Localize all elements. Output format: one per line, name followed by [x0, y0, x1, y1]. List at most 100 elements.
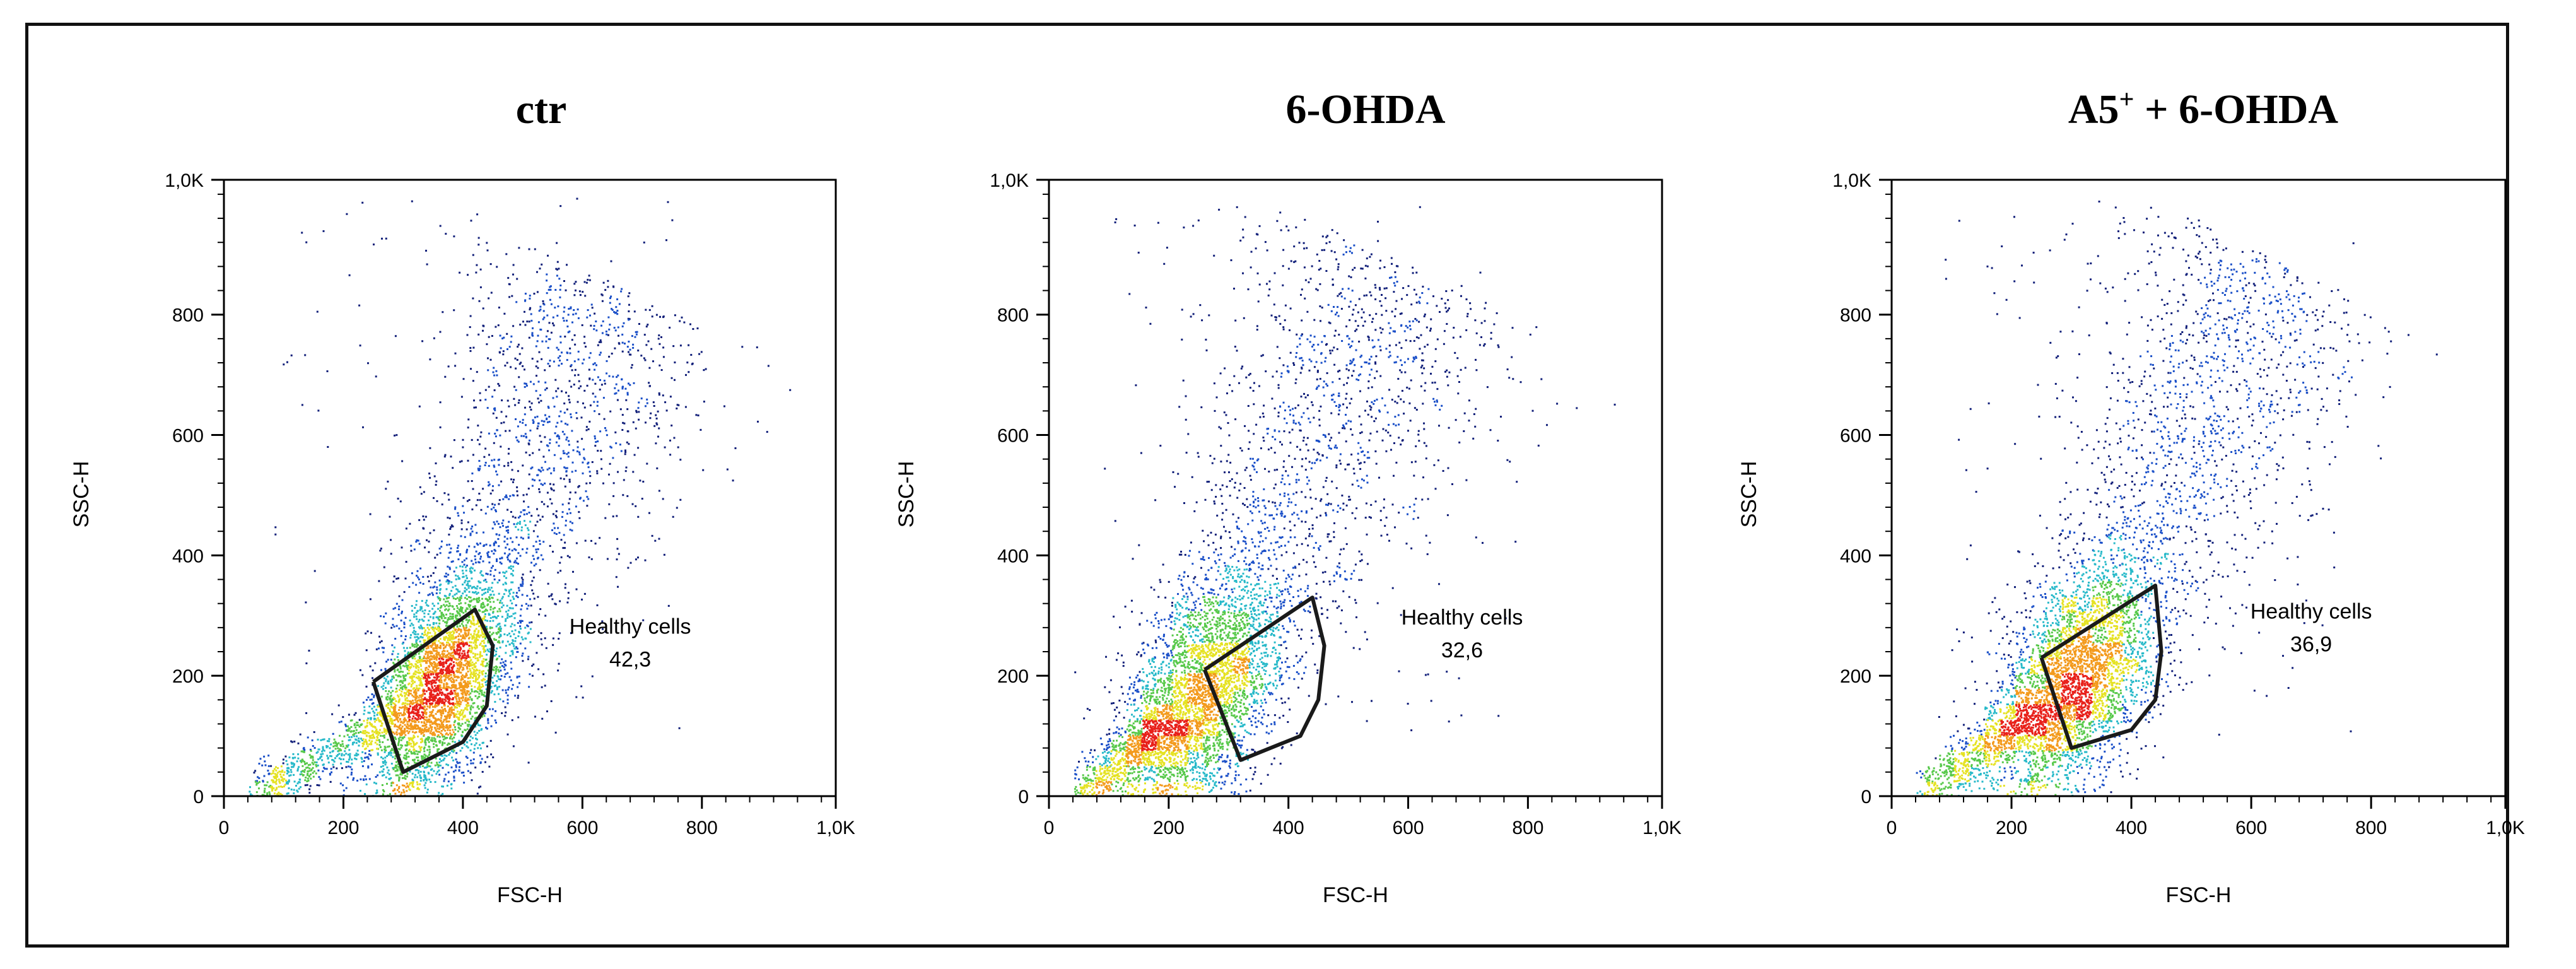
- event-point: [480, 604, 483, 606]
- event-point: [559, 296, 561, 298]
- event-point: [428, 778, 431, 781]
- event-point: [563, 310, 565, 313]
- event-point: [475, 637, 477, 639]
- event-point: [499, 629, 501, 631]
- event-point: [643, 357, 645, 360]
- event-point: [392, 766, 394, 769]
- event-point: [559, 410, 562, 413]
- event-point: [460, 724, 462, 727]
- event-point: [483, 611, 485, 613]
- event-point: [517, 686, 519, 688]
- event-point: [427, 736, 430, 739]
- event-point: [338, 753, 341, 755]
- event-point: [459, 590, 461, 593]
- event-point: [470, 641, 472, 643]
- event-point: [401, 681, 403, 683]
- event-point: [404, 654, 407, 657]
- event-point: [457, 658, 460, 661]
- event-point: [283, 773, 285, 776]
- event-point: [392, 723, 394, 725]
- event-point: [438, 628, 440, 630]
- event-point: [414, 761, 416, 764]
- event-point: [380, 686, 383, 688]
- event-point: [462, 691, 464, 694]
- event-point: [445, 580, 448, 583]
- event-point: [415, 676, 418, 679]
- event-point: [601, 620, 604, 623]
- event-point: [476, 635, 479, 637]
- event-point: [526, 320, 529, 323]
- event-point: [483, 640, 485, 642]
- event-point: [411, 675, 414, 678]
- event-point: [454, 720, 457, 722]
- event-point: [392, 690, 394, 692]
- event-point: [440, 584, 442, 586]
- event-point: [464, 566, 467, 568]
- event-point: [404, 655, 406, 658]
- event-point: [336, 743, 339, 745]
- event-point: [366, 731, 368, 734]
- event-point: [443, 617, 446, 620]
- event-point: [501, 602, 503, 604]
- event-point: [409, 625, 412, 627]
- event-point: [479, 654, 481, 656]
- event-point: [566, 437, 568, 438]
- event-point: [439, 401, 442, 404]
- event-point: [522, 419, 524, 421]
- event-point: [471, 560, 473, 562]
- event-point: [459, 766, 460, 768]
- event-point: [403, 623, 406, 625]
- event-point: [581, 598, 583, 601]
- event-point: [359, 344, 361, 347]
- event-point: [421, 758, 423, 760]
- event-point: [439, 765, 442, 766]
- event-point: [425, 712, 428, 714]
- event-point: [507, 595, 510, 597]
- event-point: [479, 656, 481, 659]
- event-point: [594, 435, 596, 438]
- event-point: [465, 694, 467, 696]
- event-point: [394, 710, 396, 713]
- event-point: [405, 674, 407, 677]
- event-point: [582, 461, 584, 464]
- event-point: [400, 721, 402, 724]
- event-point: [657, 410, 659, 413]
- event-point: [367, 758, 370, 760]
- event-point: [482, 645, 484, 647]
- event-point: [453, 646, 455, 649]
- event-point: [390, 681, 392, 683]
- event-point: [495, 470, 497, 473]
- event-point: [557, 348, 559, 351]
- event-point: [362, 730, 365, 732]
- event-point: [465, 745, 468, 748]
- event-point: [398, 725, 401, 727]
- event-point: [479, 651, 482, 654]
- event-point: [353, 724, 356, 727]
- event-point: [505, 529, 508, 532]
- event-point: [546, 444, 548, 447]
- event-point: [479, 499, 481, 502]
- event-point: [403, 691, 406, 694]
- event-point: [445, 763, 448, 766]
- event-point: [562, 547, 565, 549]
- event-point: [511, 549, 513, 552]
- event-point: [484, 592, 487, 594]
- event-point: [488, 454, 490, 456]
- event-point: [377, 753, 379, 756]
- event-point: [508, 616, 511, 618]
- event-point: [420, 777, 423, 779]
- event-point: [303, 749, 306, 751]
- event-point: [483, 618, 485, 620]
- event-point: [394, 725, 396, 727]
- event-point: [332, 763, 334, 766]
- event-point: [441, 503, 443, 506]
- event-point: [491, 597, 494, 599]
- event-point: [566, 555, 569, 557]
- event-point: [495, 672, 497, 674]
- event-point: [508, 686, 510, 689]
- event-point: [462, 636, 464, 638]
- event-point: [565, 438, 568, 441]
- event-point: [401, 732, 404, 735]
- event-point: [423, 634, 425, 637]
- event-point: [578, 451, 580, 454]
